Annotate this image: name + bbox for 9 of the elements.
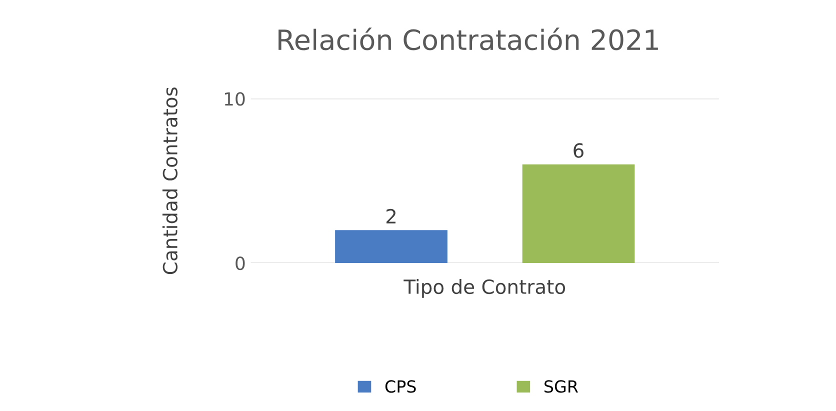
y-tick-label: 10 — [224, 92, 245, 106]
data-label: 6 — [574, 143, 584, 158]
y-axis-title: Cantidad Contratos — [162, 87, 178, 274]
legend-label: SGR — [544, 380, 578, 393]
y-tick-label: 0 — [236, 256, 245, 270]
x-axis-title: Tipo de Contrato — [404, 279, 566, 298]
data-label: 2 — [386, 208, 396, 224]
legend-label: CPS — [385, 380, 416, 393]
chart-title: Relación Contratación 2021 — [278, 28, 658, 50]
